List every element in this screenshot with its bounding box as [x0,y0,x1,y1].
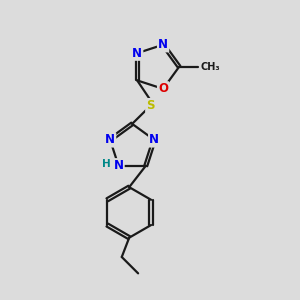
Text: O: O [158,82,168,95]
Text: S: S [146,99,155,112]
Text: H: H [102,159,110,169]
Text: N: N [132,47,142,60]
Text: N: N [113,159,124,172]
Text: CH₃: CH₃ [201,62,220,72]
Text: N: N [149,134,159,146]
Text: N: N [158,38,168,51]
Text: N: N [105,134,115,146]
